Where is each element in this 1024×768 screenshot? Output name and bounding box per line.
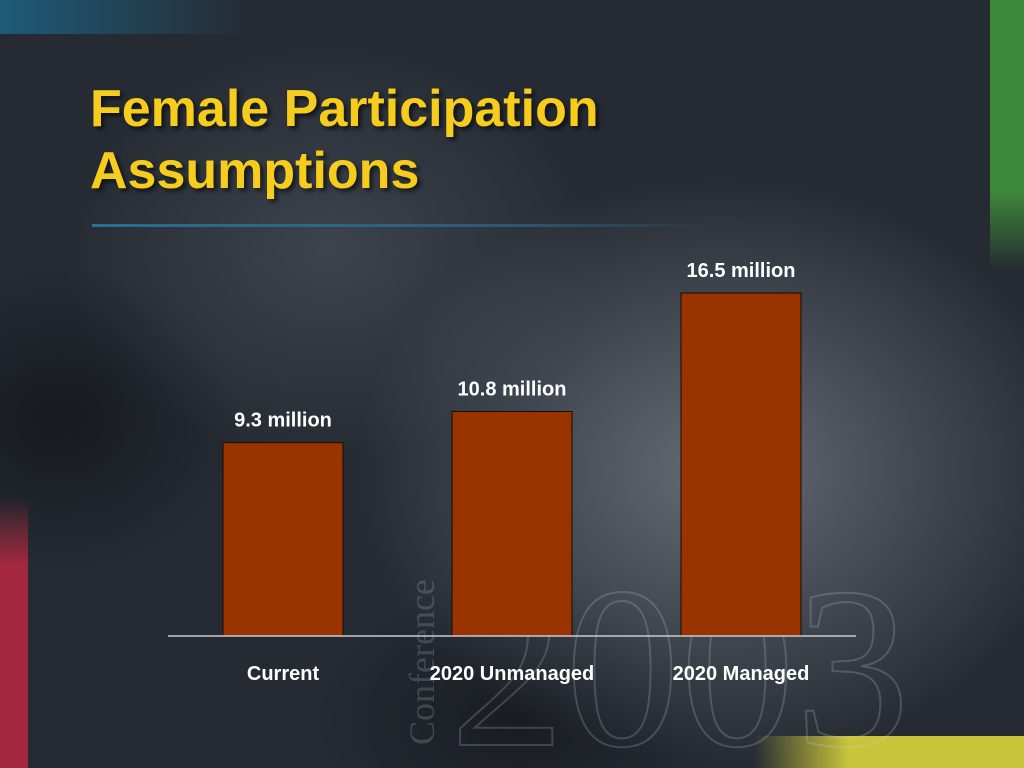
slide-title-line-2: Assumptions (90, 142, 420, 200)
corner-accent-green (990, 0, 1024, 270)
title-underline (92, 224, 712, 227)
bar-2 (451, 410, 573, 637)
category-label-2: 2020 Unmanaged (430, 663, 595, 685)
watermark-word: Conference (402, 579, 442, 745)
label-group: 9.3 million Current 10.8 million 2020 Unman… (234, 260, 809, 685)
corner-accent-blue (0, 0, 250, 34)
value-label-1: 9.3 million (234, 410, 332, 432)
value-label-3: 16.5 million (687, 260, 796, 282)
slide-title-line-1: Female Participation (90, 80, 599, 138)
bar-group (222, 292, 802, 637)
bar-1 (222, 442, 344, 637)
bar-3 (680, 292, 802, 637)
slide-title: Female Participation Assumptions (90, 78, 599, 202)
value-label-2: 10.8 million (458, 378, 567, 400)
corner-accent-yellow (754, 736, 1024, 768)
category-label-3: 2020 Managed (673, 663, 810, 685)
corner-accent-red (0, 498, 28, 768)
category-label-1: Current (247, 663, 320, 685)
